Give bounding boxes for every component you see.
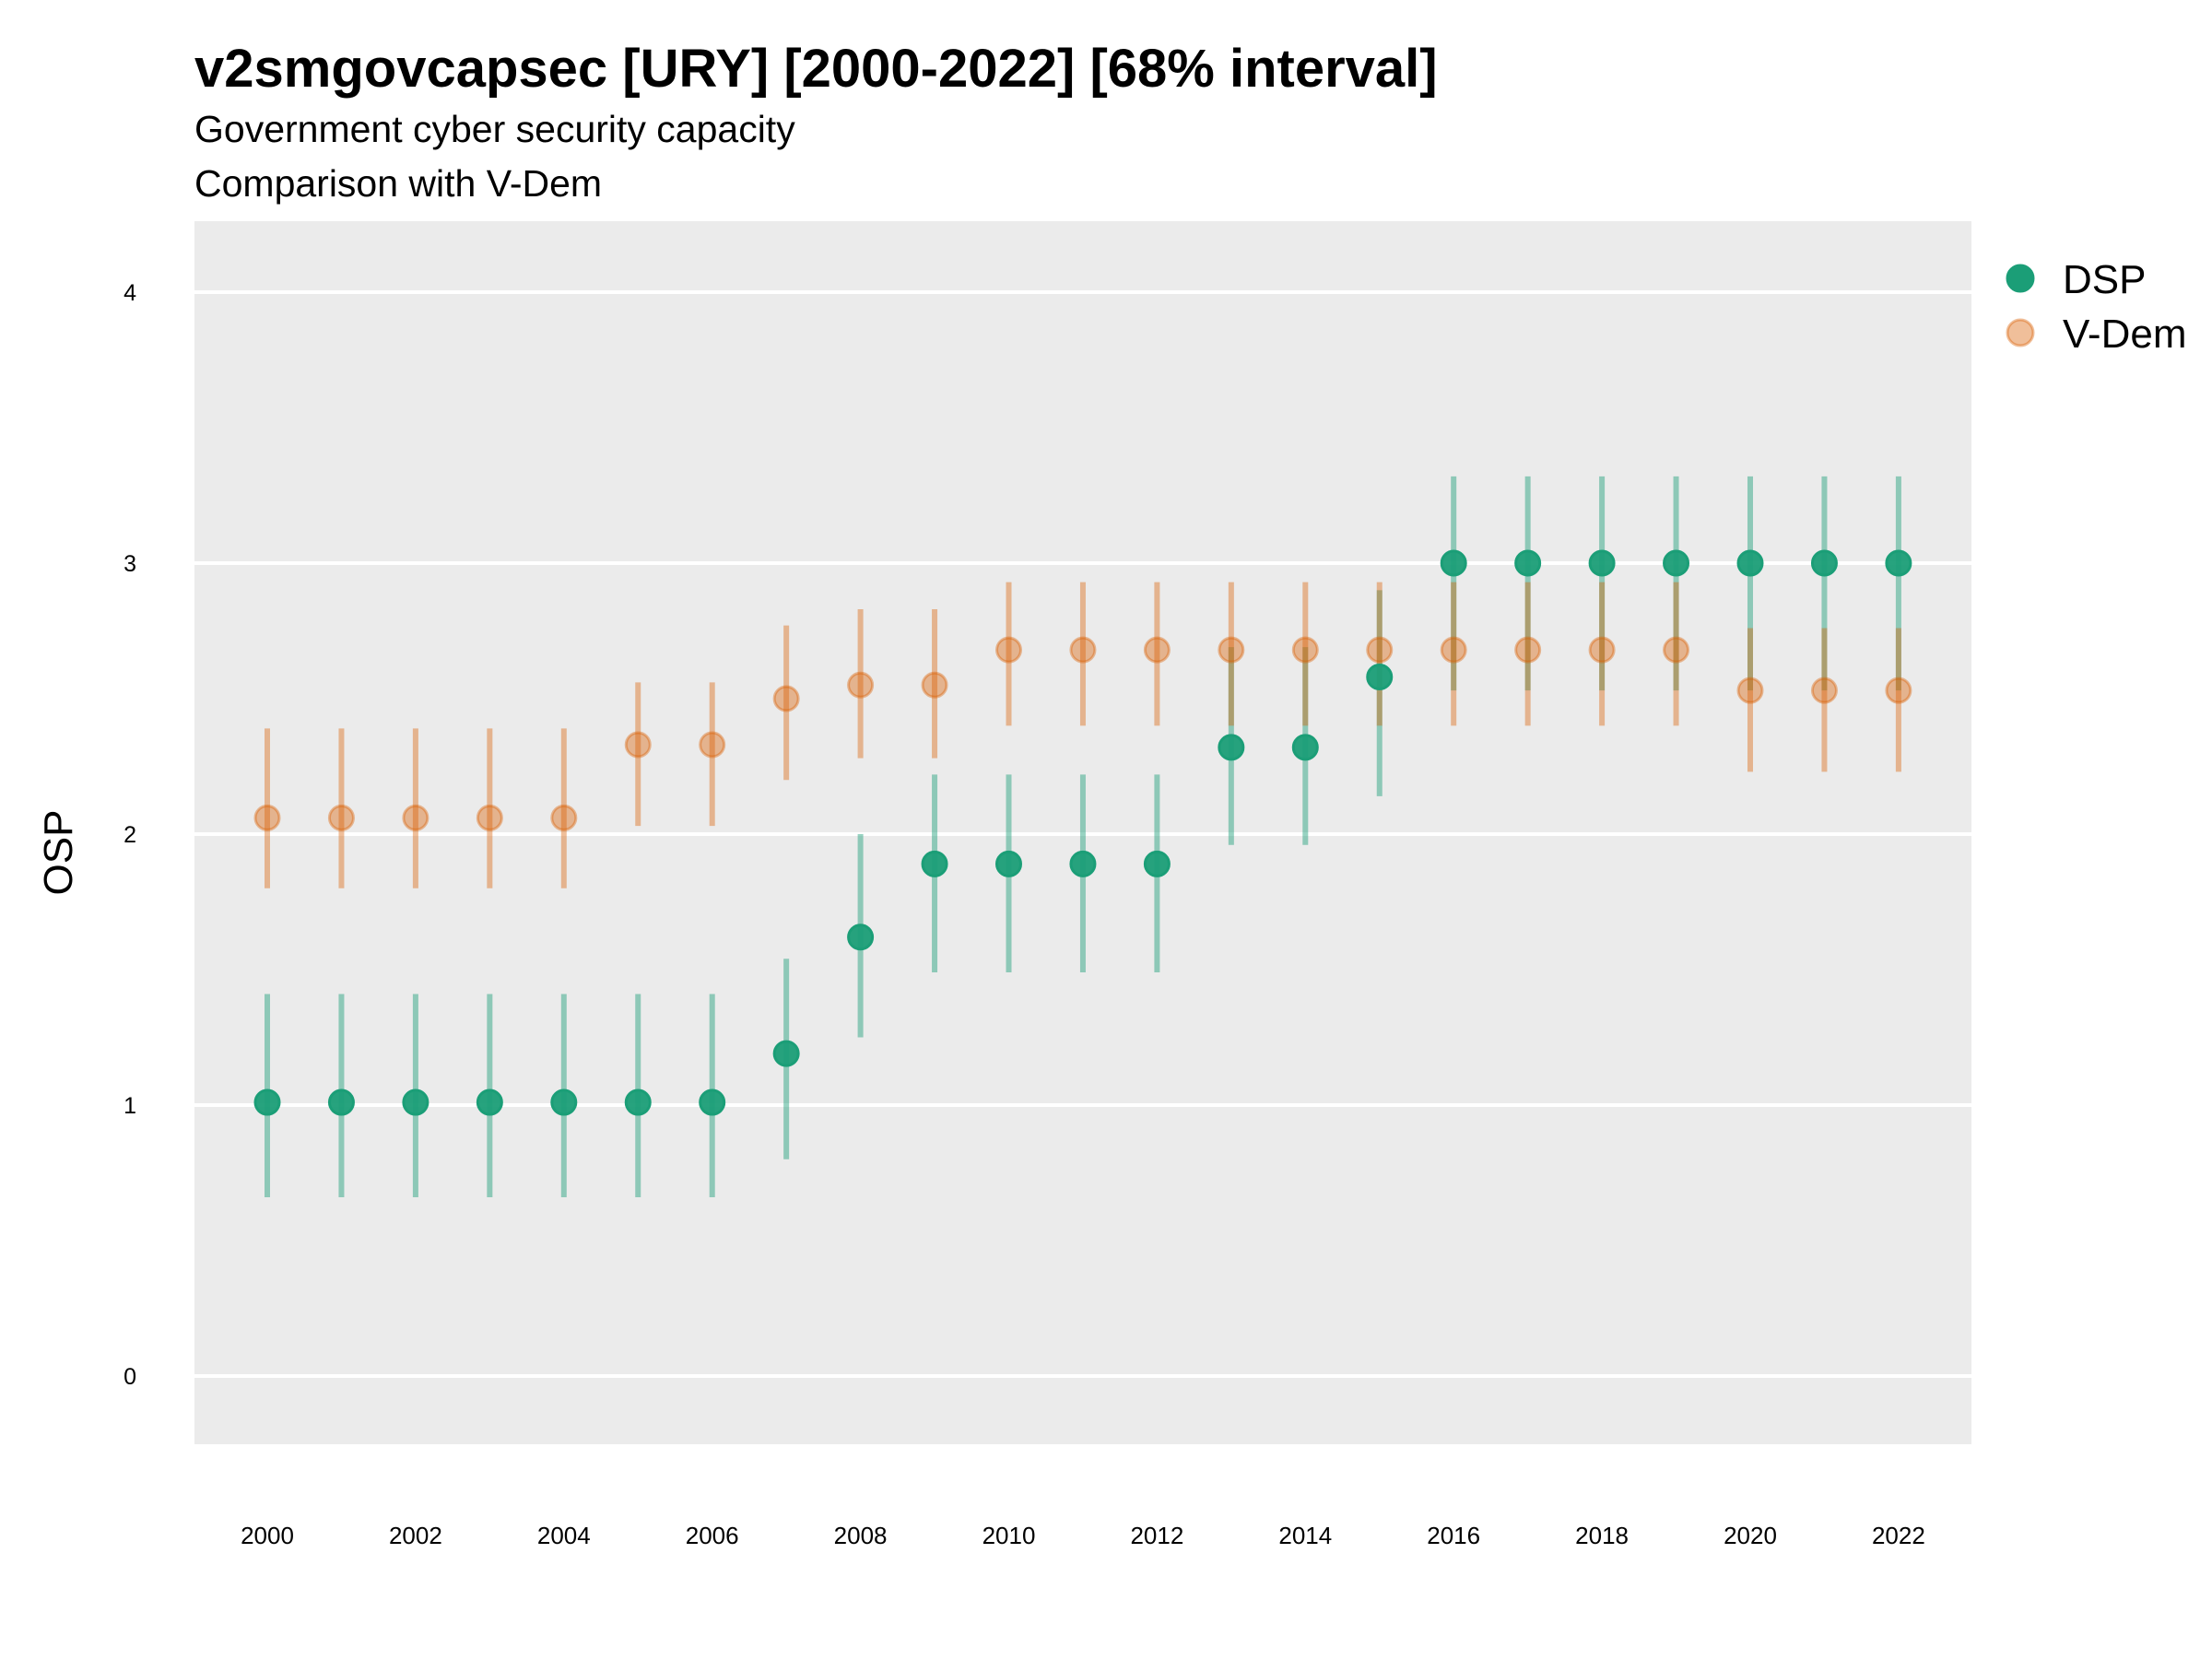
- data-point-vdem: [327, 804, 355, 831]
- legend-label-vdem: V-Dem: [2063, 312, 2186, 357]
- data-point-vdem: [1440, 636, 1467, 664]
- x-tick-label: 2016: [1427, 1522, 1480, 1549]
- data-point-dsp: [550, 1088, 578, 1116]
- data-point-dsp: [1366, 663, 1394, 690]
- data-point-dsp: [476, 1088, 503, 1116]
- data-point-vdem: [1218, 636, 1245, 664]
- data-point-vdem: [921, 671, 948, 699]
- data-point-dsp: [1514, 549, 1542, 577]
- x-tick-label: 2000: [241, 1522, 294, 1549]
- data-point-vdem: [550, 804, 578, 831]
- x-tick-label: 2010: [982, 1522, 1036, 1549]
- x-tick-label: 2006: [686, 1522, 739, 1549]
- y-tick-label: 0: [124, 1364, 136, 1390]
- data-point-vdem: [1663, 636, 1690, 664]
- legend-label-dsp: DSP: [2063, 257, 2146, 302]
- data-point-vdem: [847, 671, 875, 699]
- data-point-vdem: [772, 685, 800, 712]
- data-points: [253, 549, 1912, 1116]
- data-point-vdem: [1069, 636, 1097, 664]
- data-point-vdem: [1514, 636, 1542, 664]
- y-tick-labels: 0 1 2 3 4: [124, 280, 136, 1390]
- data-point-vdem: [253, 804, 281, 831]
- x-tick-label: 2008: [834, 1522, 888, 1549]
- chart-subtitle: Government cyber security capacity: [194, 108, 795, 150]
- data-point-vdem: [1588, 636, 1616, 664]
- x-tick-label: 2022: [1872, 1522, 1925, 1549]
- data-point-dsp: [1885, 549, 1912, 577]
- data-point-dsp: [402, 1088, 429, 1116]
- legend: DSP V-Dem: [2006, 257, 2186, 357]
- data-point-vdem: [1810, 677, 1838, 704]
- data-point-dsp: [921, 850, 948, 877]
- data-point-dsp: [995, 850, 1022, 877]
- data-point-vdem: [699, 731, 726, 759]
- data-point-dsp: [1440, 549, 1467, 577]
- x-tick-label: 2004: [537, 1522, 591, 1549]
- x-tick-label: 2012: [1130, 1522, 1183, 1549]
- data-point-dsp: [1291, 734, 1319, 761]
- data-point-vdem: [476, 804, 503, 831]
- data-point-dsp: [1218, 734, 1245, 761]
- data-point-vdem: [995, 636, 1022, 664]
- data-point-vdem: [1885, 677, 1912, 704]
- data-point-vdem: [1291, 636, 1319, 664]
- x-tick-label: 2020: [1724, 1522, 1777, 1549]
- y-tick-label: 3: [124, 551, 136, 577]
- legend-marker-dsp: [2006, 264, 2035, 293]
- data-point-vdem: [624, 731, 652, 759]
- data-point-dsp: [1736, 549, 1764, 577]
- data-point-dsp: [772, 1040, 800, 1067]
- chart-caption-line: Comparison with V-Dem: [194, 162, 602, 205]
- data-point-dsp: [847, 924, 875, 951]
- data-point-vdem: [1143, 636, 1171, 664]
- data-point-dsp: [327, 1088, 355, 1116]
- x-tick-label: 2014: [1278, 1522, 1332, 1549]
- data-point-dsp: [699, 1088, 726, 1116]
- data-point-vdem: [402, 804, 429, 831]
- data-point-dsp: [1069, 850, 1097, 877]
- y-tick-label: 2: [124, 822, 136, 848]
- x-tick-labels: 2000 2002 2004 2006 2008 2010 2012 2014 2016 2018…: [241, 1522, 1925, 1549]
- y-tick-label: 4: [124, 280, 136, 306]
- data-point-dsp: [1810, 549, 1838, 577]
- x-tick-label: 2002: [389, 1522, 442, 1549]
- data-point-dsp: [253, 1088, 281, 1116]
- x-tick-label: 2018: [1575, 1522, 1629, 1549]
- data-point-dsp: [1143, 850, 1171, 877]
- data-point-dsp: [624, 1088, 652, 1116]
- data-point-vdem: [1736, 677, 1764, 704]
- y-tick-label: 1: [124, 1093, 136, 1119]
- y-axis-label: OSP: [36, 810, 81, 896]
- data-point-dsp: [1663, 549, 1690, 577]
- data-point-vdem: [1366, 636, 1394, 664]
- legend-marker-vdem: [2006, 318, 2035, 347]
- chart-title: v2smgovcapsec [URY] [2000-2022] [68% int…: [194, 39, 1438, 99]
- data-point-dsp: [1588, 549, 1616, 577]
